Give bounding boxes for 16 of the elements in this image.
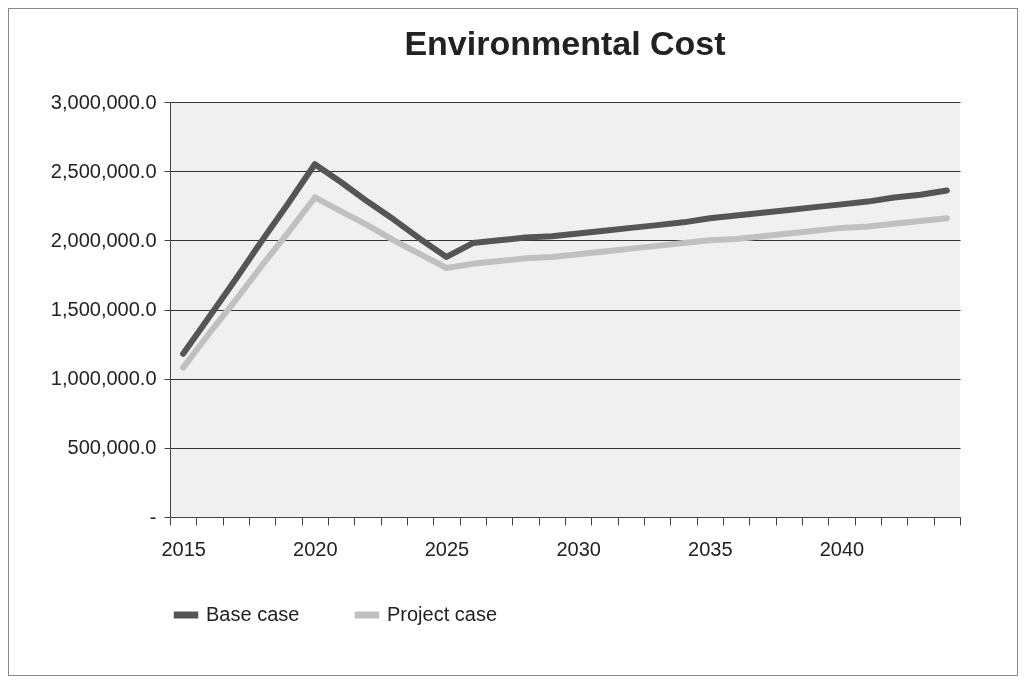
y-tick-label: 500,000.0 <box>67 436 157 459</box>
x-tick-label: 2035 <box>688 537 733 560</box>
legend-label: Project case <box>387 603 498 625</box>
y-tick-label: - <box>149 505 157 528</box>
x-tick-label: 2025 <box>424 537 470 560</box>
x-tick-label: 2020 <box>293 537 338 560</box>
y-tick-label: 2,000,000.0 <box>50 228 157 251</box>
x-tick-label: 2040 <box>819 537 865 560</box>
legend-label: Base case <box>206 603 300 625</box>
y-tick-label: 1,000,000.0 <box>50 367 157 390</box>
x-tick-label: 2030 <box>556 537 601 560</box>
x-tick-label: 2015 <box>161 537 206 560</box>
y-tick-label: 2,500,000.0 <box>50 159 157 182</box>
y-tick-label: 1,500,000.0 <box>50 298 157 320</box>
chart-title: Environmental Cost <box>404 24 726 62</box>
y-tick-label: 3,000,000.0 <box>50 90 157 113</box>
